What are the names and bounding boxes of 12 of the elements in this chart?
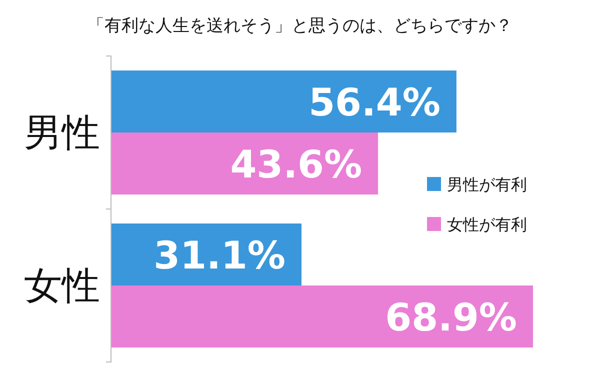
data-label: 68.9% <box>385 296 517 340</box>
bar <box>111 132 378 194</box>
legend-label: 男性が有利 <box>447 175 527 194</box>
bar <box>111 286 533 348</box>
y-tick-label: 男性 <box>24 110 100 154</box>
data-label: 31.1% <box>154 234 286 278</box>
legend-label: 女性が有利 <box>447 215 527 234</box>
chart-title: 「有利な人生を送れそう」と思うのは、どちらですか？ <box>88 16 512 36</box>
bar <box>111 70 456 132</box>
y-tick-label: 女性 <box>24 264 100 308</box>
data-label: 43.6% <box>230 142 362 186</box>
data-label: 56.4% <box>308 80 440 124</box>
